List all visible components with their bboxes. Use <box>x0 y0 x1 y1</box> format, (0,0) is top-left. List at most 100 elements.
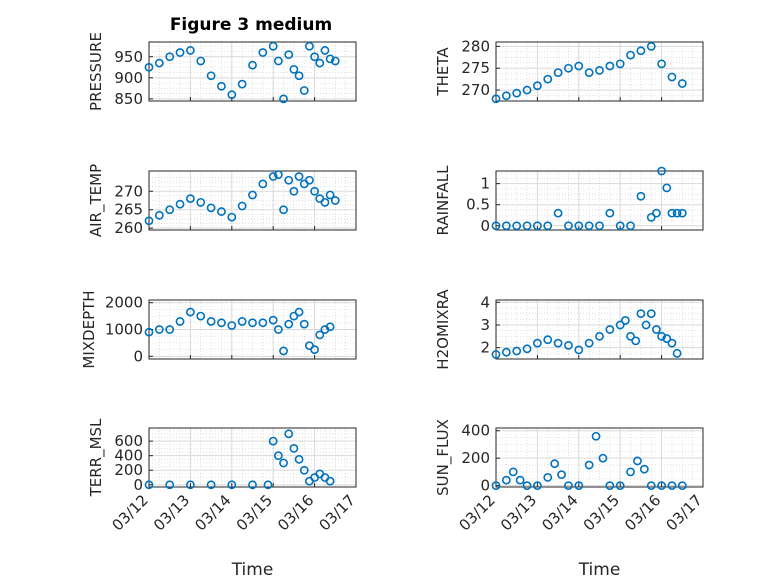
data-point <box>553 338 563 348</box>
data-point <box>646 309 656 319</box>
data-point <box>605 208 615 218</box>
data-point <box>227 90 237 100</box>
data-point <box>196 197 206 207</box>
data-point <box>305 175 314 185</box>
data-point <box>185 46 195 55</box>
data-point <box>584 460 594 470</box>
data-point <box>522 85 532 95</box>
data-point <box>636 191 646 201</box>
data-point <box>512 346 522 356</box>
data-point <box>595 331 604 341</box>
y-tick-label: 200 <box>461 449 490 467</box>
data-point <box>501 221 511 231</box>
data-point <box>310 186 319 196</box>
data-point <box>258 179 268 189</box>
y-tick-label: 0 <box>133 347 143 365</box>
data-point <box>615 320 625 330</box>
data-point <box>605 481 615 491</box>
data-point <box>237 317 247 326</box>
data-point <box>605 325 615 334</box>
data-point <box>268 172 278 181</box>
data-point <box>165 52 175 62</box>
data-point <box>491 221 501 231</box>
data-point <box>626 467 635 477</box>
y-tick-label: 265 <box>114 201 143 219</box>
data-point <box>175 199 185 209</box>
data-point <box>557 470 566 480</box>
data-point <box>289 443 299 453</box>
data-point <box>289 186 299 196</box>
data-point <box>657 166 666 176</box>
data-point <box>646 212 656 222</box>
data-point <box>325 476 335 486</box>
data-point <box>501 91 511 101</box>
data-point <box>320 46 330 55</box>
data-point <box>294 307 304 317</box>
data-point <box>144 62 154 72</box>
data-point <box>268 315 278 325</box>
data-point <box>677 481 687 491</box>
data-point <box>543 74 553 84</box>
y-tick-label: 600 <box>114 432 143 450</box>
data-point <box>248 318 257 328</box>
y-tick-label: 2 <box>480 339 490 357</box>
data-point <box>633 456 642 466</box>
data-point <box>165 325 175 334</box>
data-point <box>550 459 560 469</box>
data-point <box>279 94 288 104</box>
data-point <box>574 345 584 355</box>
data-point <box>672 348 682 358</box>
x-axis-label: Time <box>231 560 274 580</box>
data-point <box>320 197 330 207</box>
data-point <box>533 338 542 348</box>
data-point <box>310 345 319 355</box>
data-point <box>217 81 226 91</box>
data-point <box>325 322 335 332</box>
data-point <box>543 472 553 482</box>
data-point <box>595 221 604 231</box>
data-point <box>294 454 304 464</box>
data-point <box>662 334 672 343</box>
y-axis-label: RAINFALL <box>434 165 452 236</box>
data-point <box>237 79 247 89</box>
data-point <box>491 94 501 104</box>
data-point <box>227 212 237 222</box>
y-axis-label: AIR_TEMP <box>87 164 106 237</box>
y-tick-label: 0 <box>133 476 143 494</box>
data-point <box>294 172 304 181</box>
data-point <box>677 208 687 218</box>
y-tick-label: 0 <box>480 477 490 495</box>
data-point <box>315 58 325 68</box>
panel-pressure: 850 900 950 PRESSURE <box>87 32 357 111</box>
data-point <box>196 56 206 66</box>
data-point <box>299 465 309 475</box>
data-point <box>615 221 625 231</box>
data-point <box>657 331 666 341</box>
data-point <box>533 481 542 491</box>
data-point <box>294 71 304 81</box>
data-point <box>652 208 661 218</box>
data-point <box>305 41 314 51</box>
y-axis-label: TERR_MSL <box>87 418 106 497</box>
data-point <box>626 50 635 60</box>
data-point <box>574 61 584 71</box>
data-point <box>273 325 283 334</box>
data-point <box>268 41 278 51</box>
data-point <box>279 458 288 468</box>
data-point <box>574 481 584 491</box>
data-point <box>626 331 635 341</box>
data-point <box>657 59 666 69</box>
data-point <box>217 207 226 216</box>
data-point <box>512 221 522 231</box>
y-axis-label: H2OMIXRA <box>434 289 452 370</box>
data-point <box>206 71 216 81</box>
data-point <box>144 216 154 226</box>
data-point <box>284 50 294 60</box>
y-tick-label: 0.5 <box>466 196 490 214</box>
data-point <box>564 63 573 73</box>
data-point <box>667 481 677 491</box>
data-point <box>584 68 594 77</box>
data-point <box>263 480 273 490</box>
data-point <box>626 221 635 231</box>
